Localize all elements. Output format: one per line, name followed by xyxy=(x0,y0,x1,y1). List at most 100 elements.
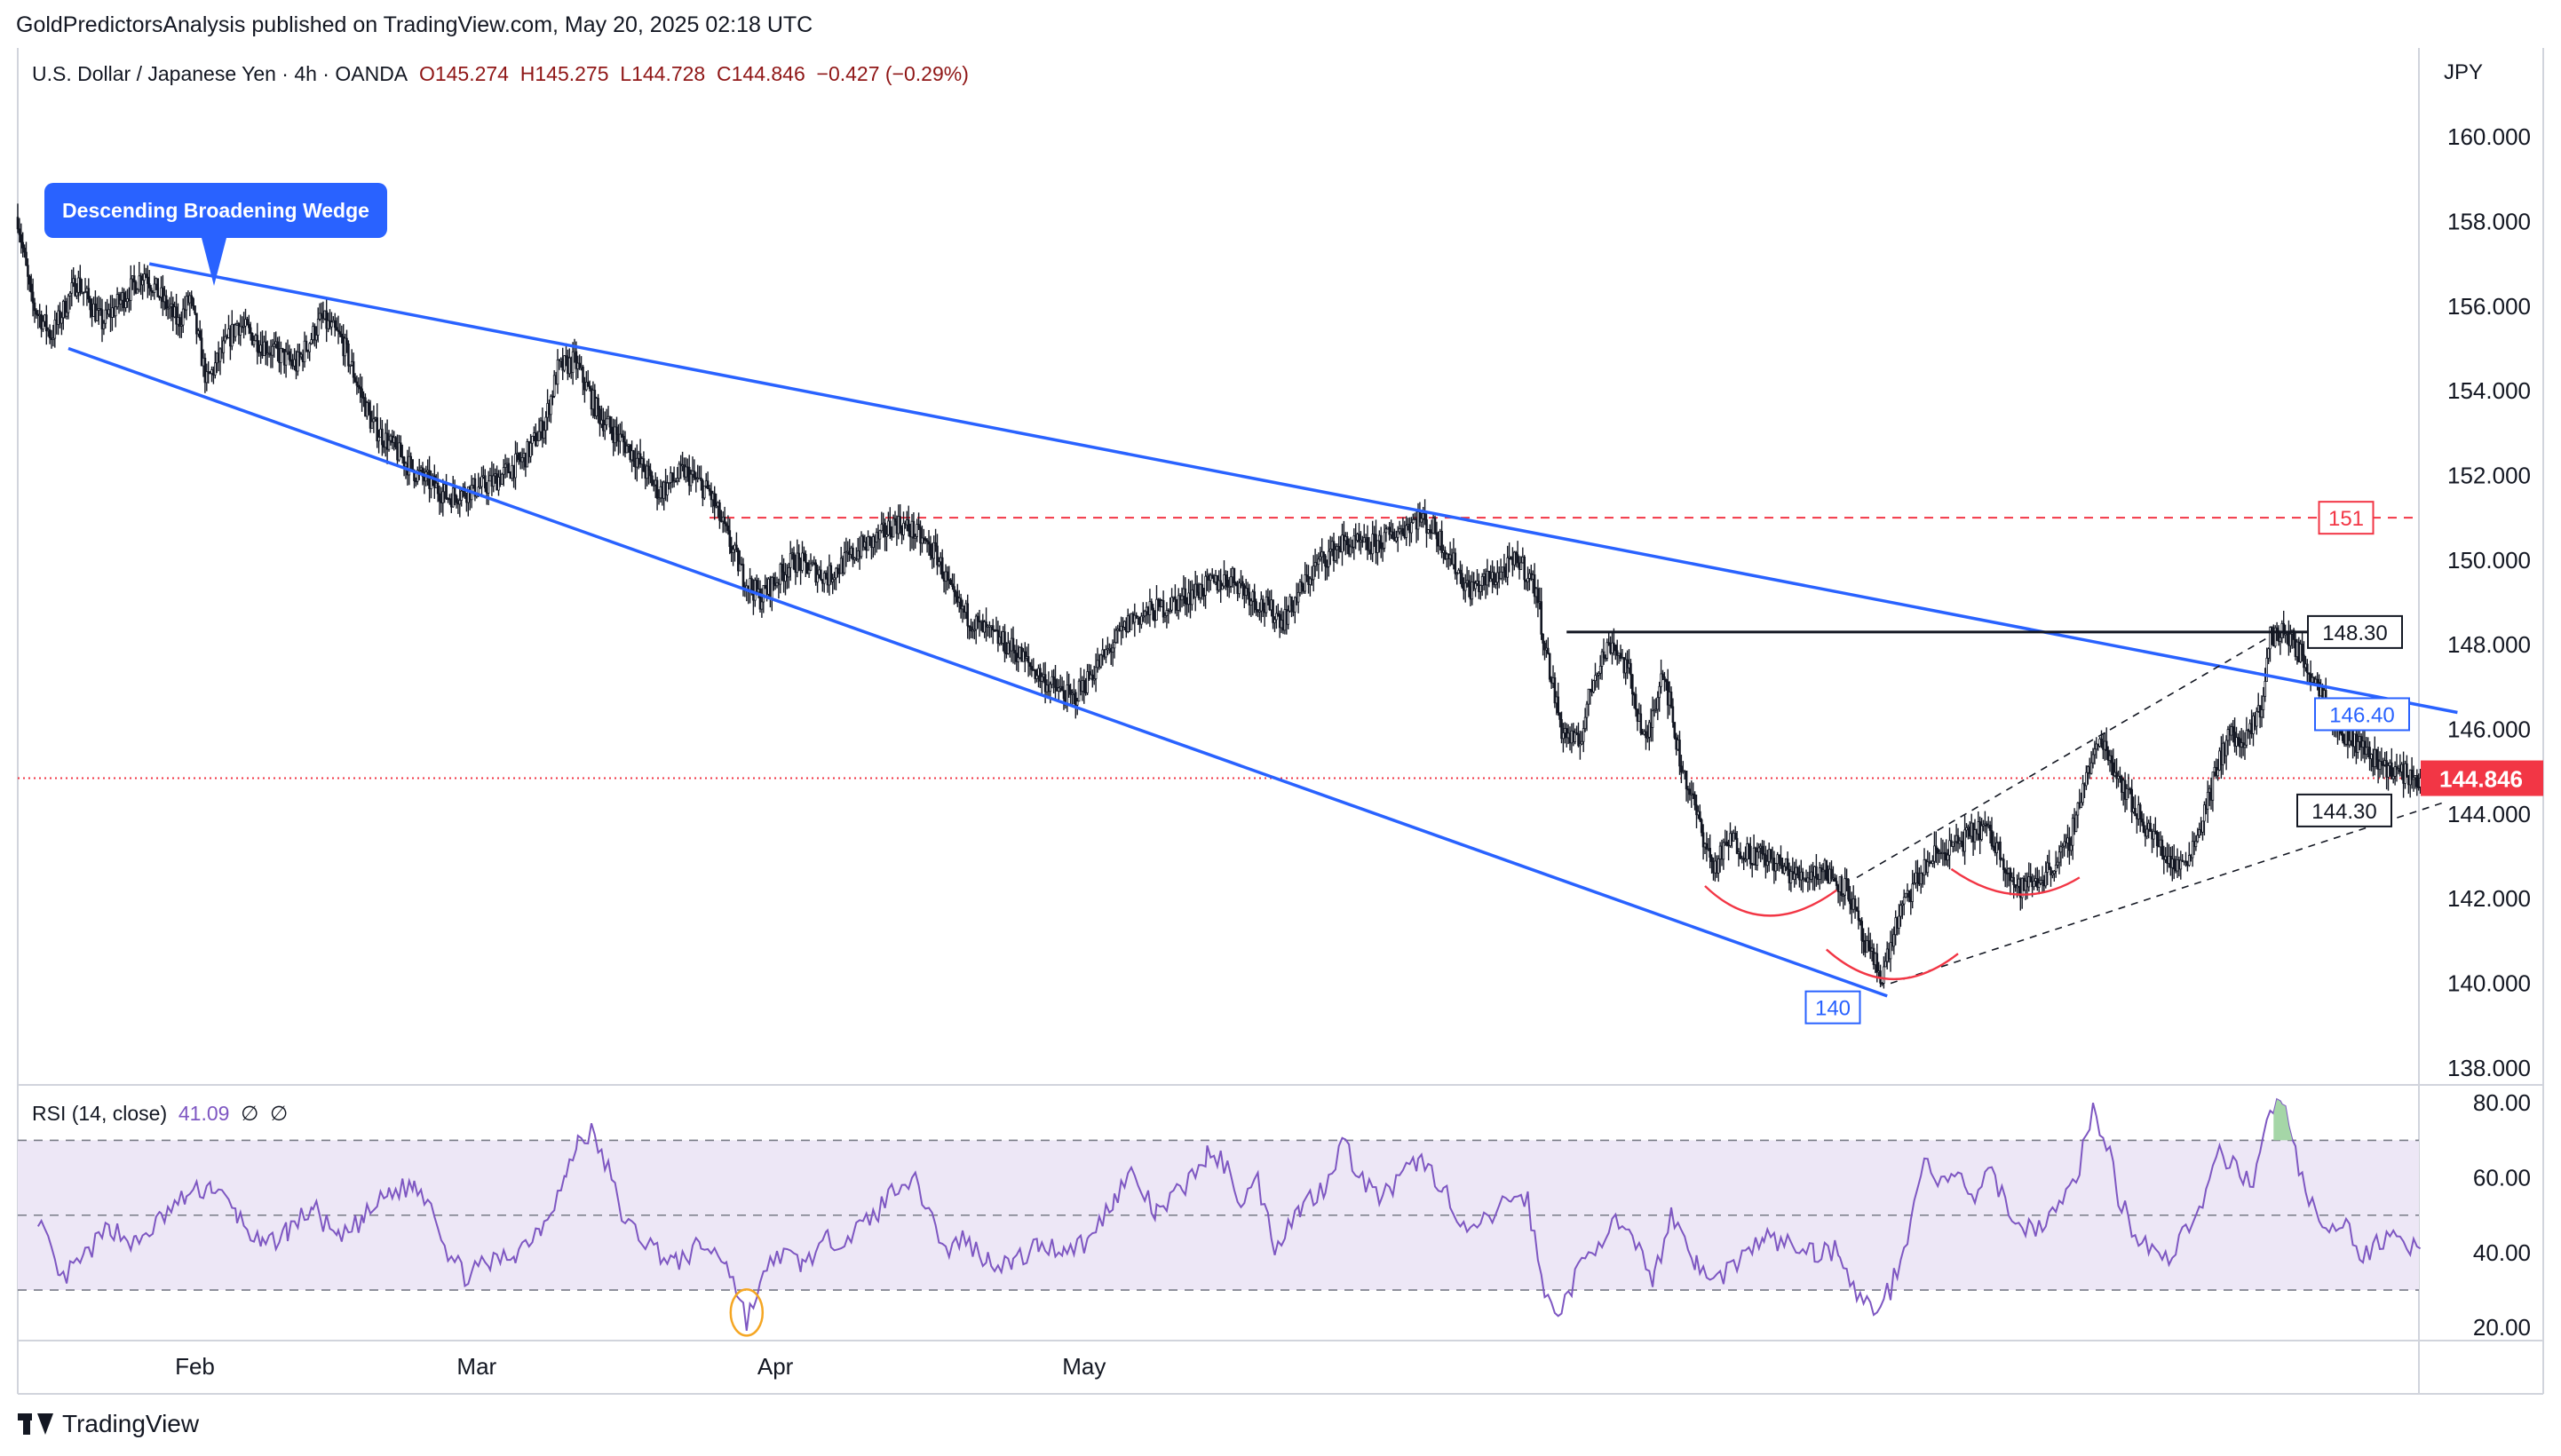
candle-body-down xyxy=(610,426,614,434)
candle xyxy=(1611,632,1614,665)
candle-body-up xyxy=(1312,566,1315,581)
candle xyxy=(1253,583,1257,613)
candle xyxy=(1783,862,1786,875)
candle-body-down xyxy=(29,283,33,293)
time-axis[interactable]: Feb Mar Apr May xyxy=(175,1353,1106,1380)
candle xyxy=(2115,758,2118,789)
currency-label[interactable]: JPY xyxy=(2444,60,2484,84)
candle xyxy=(2198,822,2201,838)
candle-body-up xyxy=(666,482,669,495)
candle xyxy=(1170,588,1173,613)
candle-body-up xyxy=(2089,762,2093,774)
candle-body-down xyxy=(1027,656,1030,663)
candle-body-down xyxy=(1425,518,1428,534)
candlestick-series[interactable] xyxy=(16,203,2422,989)
candle xyxy=(2105,727,2108,760)
candle xyxy=(1757,843,1761,859)
candle-body-down xyxy=(1487,570,1491,582)
tradingview-logo[interactable]: TradingView xyxy=(18,1410,199,1438)
candle-body-down xyxy=(2105,740,2108,751)
candle xyxy=(836,564,839,578)
candle-body-up xyxy=(1319,556,1322,560)
candle xyxy=(772,573,775,591)
candle-body-down xyxy=(1575,732,1578,734)
candle xyxy=(956,583,959,607)
wedge-callout-text: Descending Broadening Wedge xyxy=(62,198,369,222)
low-value: L144.728 xyxy=(620,62,706,85)
candle-body-up xyxy=(1722,842,1725,860)
close-value: C144.846 xyxy=(717,62,805,85)
candle-body-up xyxy=(330,321,333,328)
candle-body-down xyxy=(361,388,363,398)
candle-body-down xyxy=(399,442,402,457)
candle xyxy=(1958,836,1962,850)
candle xyxy=(726,515,730,535)
candle-body-down xyxy=(1645,731,1647,739)
candle-body-up xyxy=(1398,528,1401,533)
candle xyxy=(1069,683,1072,706)
candle-body-up xyxy=(1041,676,1043,682)
candle-body-down xyxy=(940,557,944,579)
candle xyxy=(1660,659,1662,694)
candle-body-up xyxy=(788,566,790,578)
candle-body-up xyxy=(2051,873,2054,875)
candle xyxy=(1629,659,1632,689)
candle xyxy=(241,316,243,333)
candle xyxy=(1594,662,1597,691)
candle xyxy=(1398,520,1401,535)
candle xyxy=(586,369,590,387)
candle-body-up xyxy=(2201,820,2204,833)
symbol-name[interactable]: U.S. Dollar / Japanese Yen · 4h · OANDA xyxy=(32,62,408,85)
candle xyxy=(1651,696,1654,742)
candle xyxy=(608,415,612,435)
candle xyxy=(805,562,809,574)
candle xyxy=(1806,872,1810,892)
candle xyxy=(1195,574,1199,597)
candle xyxy=(1881,982,1883,986)
candle-body-down xyxy=(1825,859,1828,880)
candle xyxy=(381,420,384,456)
candle-body-down xyxy=(1663,676,1666,680)
candle xyxy=(1229,567,1233,593)
rsi-legend-label[interactable]: RSI (14, close) xyxy=(32,1102,168,1125)
candle xyxy=(347,340,350,373)
candle-body-down xyxy=(149,287,153,292)
candle-body-down xyxy=(27,265,29,277)
candle xyxy=(1780,845,1782,869)
candle-body-down xyxy=(1226,579,1229,588)
candle-body-down xyxy=(551,395,554,398)
candle-body-down xyxy=(305,340,308,351)
candle-body-up xyxy=(2091,754,2095,764)
candle xyxy=(1725,830,1729,847)
candle xyxy=(1596,672,1598,688)
candle xyxy=(2267,647,2270,665)
candle xyxy=(2112,748,2115,783)
candle-body-down xyxy=(1786,858,1789,870)
candle xyxy=(1337,535,1341,559)
candle-body-down xyxy=(2149,822,2152,832)
candle-body-down xyxy=(2012,876,2016,885)
candle xyxy=(1898,904,1900,935)
candle-body-up xyxy=(2265,657,2269,682)
candle xyxy=(932,535,936,568)
candle xyxy=(657,489,661,505)
candle xyxy=(1528,568,1531,590)
candle xyxy=(520,447,524,470)
candle xyxy=(1995,833,1999,866)
candle xyxy=(1440,520,1443,558)
candle xyxy=(1639,704,1643,736)
candle xyxy=(1581,731,1583,746)
candle-body-down xyxy=(438,493,441,502)
candle-body-up xyxy=(2044,872,2048,887)
candle xyxy=(1275,605,1278,629)
candle xyxy=(1678,731,1681,775)
candle xyxy=(620,421,623,439)
candle xyxy=(168,297,171,320)
candle-body-down xyxy=(1533,574,1536,597)
price-axis[interactable]: 160.000158.000156.000154.000152.000150.0… xyxy=(2421,123,2543,1081)
candle xyxy=(1857,897,1860,930)
candle xyxy=(2100,730,2103,748)
